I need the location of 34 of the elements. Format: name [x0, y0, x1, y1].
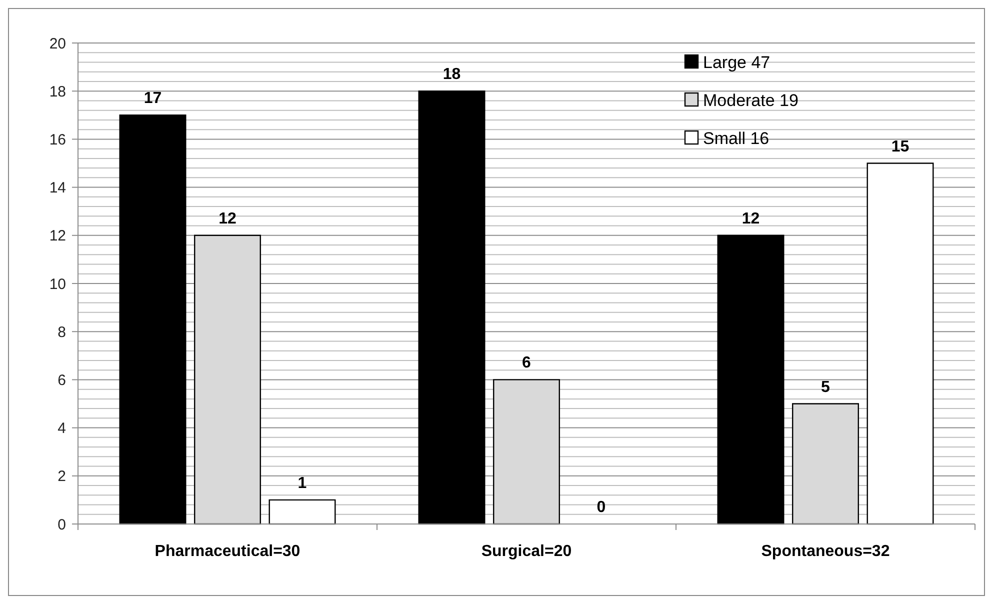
bar — [119, 114, 186, 525]
y-tick-label: 16 — [49, 131, 66, 148]
data-label: 12 — [742, 210, 760, 228]
bar — [792, 403, 859, 525]
data-label: 5 — [821, 378, 830, 396]
y-tick-label: 8 — [58, 324, 66, 341]
data-label: 6 — [522, 354, 532, 372]
legend-label: Small 16 — [703, 128, 770, 148]
legend-label: Moderate 19 — [703, 90, 798, 110]
data-label: 17 — [144, 90, 162, 108]
bar — [866, 162, 934, 525]
y-tick-label: 18 — [49, 83, 66, 100]
legend-label: Large 47 — [703, 52, 770, 72]
y-tick-label: 12 — [49, 228, 66, 245]
y-tick-label: 14 — [49, 180, 66, 197]
y-tick-label: 6 — [58, 372, 66, 389]
x-tick-label: Surgical=20 — [481, 543, 572, 560]
y-tick-label: 20 — [49, 35, 66, 52]
data-label: 12 — [218, 210, 236, 228]
data-label: 18 — [442, 66, 461, 84]
x-tick-label: Spontaneous=32 — [761, 543, 890, 560]
y-tick-label: 0 — [58, 516, 66, 534]
bar — [268, 499, 336, 525]
bar — [194, 234, 261, 525]
data-label: 1 — [298, 474, 307, 492]
data-label: 15 — [891, 138, 910, 156]
bar — [493, 379, 560, 525]
y-tick-label: 4 — [58, 420, 66, 438]
bar — [418, 90, 486, 525]
y-tick-label: 2 — [58, 468, 66, 486]
x-tick-label: Pharmaceutical=30 — [154, 543, 300, 560]
data-label: 0 — [596, 499, 606, 516]
bar — [717, 234, 784, 525]
y-tick-label: 10 — [49, 276, 66, 293]
